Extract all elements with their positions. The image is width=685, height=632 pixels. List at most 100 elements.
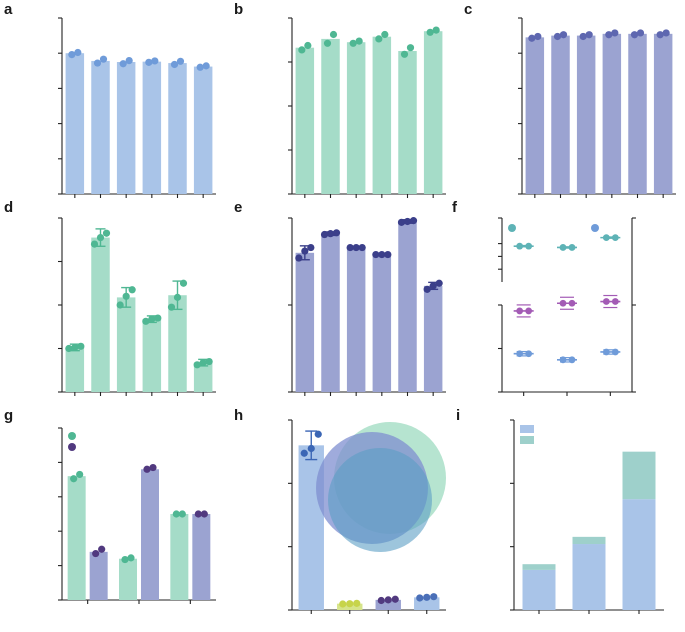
b-bar xyxy=(398,51,417,194)
c-bar xyxy=(628,33,647,195)
f-chart xyxy=(498,217,636,396)
a-chart xyxy=(58,17,216,198)
e-bar xyxy=(372,254,392,392)
g-data-point xyxy=(194,510,202,518)
g-chart xyxy=(58,427,216,604)
d-chart xyxy=(58,217,216,396)
i-bar xyxy=(522,569,556,610)
b-data-point xyxy=(323,39,332,47)
e-bar xyxy=(423,285,443,392)
g-data-point xyxy=(172,510,180,518)
f-data-point xyxy=(525,242,533,250)
c-data-point xyxy=(662,29,670,37)
g-bar xyxy=(192,514,211,600)
panel-label-h: h xyxy=(234,407,243,424)
d-data-point xyxy=(77,342,85,350)
d-bar xyxy=(91,237,110,392)
f-data-point xyxy=(568,356,576,364)
b-data-point xyxy=(375,35,383,43)
e-data-point xyxy=(429,282,437,290)
i-bar xyxy=(622,499,656,610)
c-bar xyxy=(653,33,673,195)
f-data-point xyxy=(516,242,524,250)
f-data-point xyxy=(559,299,567,307)
e-bar xyxy=(295,252,315,392)
a-data-point xyxy=(151,57,159,65)
panel-label-b: b xyxy=(234,1,243,18)
c-data-point xyxy=(636,29,645,37)
d-data-point xyxy=(128,286,136,294)
e-data-point xyxy=(295,254,303,262)
a-bar xyxy=(193,66,213,194)
f-data-point xyxy=(516,350,524,358)
d-data-point xyxy=(65,344,73,353)
e-data-point xyxy=(403,217,412,226)
d-data-point xyxy=(102,229,111,237)
c-data-point xyxy=(611,29,619,37)
b-data-point xyxy=(355,37,363,45)
c-data-point xyxy=(605,31,613,39)
i-bar xyxy=(572,544,606,610)
panel-label-a: a xyxy=(4,1,13,18)
a-data-point xyxy=(99,55,108,63)
d-data-point xyxy=(173,293,182,301)
h-bar xyxy=(375,599,401,610)
h-data-point xyxy=(423,593,431,601)
b-data-point xyxy=(329,30,338,39)
b-data-point xyxy=(349,39,357,47)
c-data-point xyxy=(579,32,587,41)
c-data-point xyxy=(656,31,664,39)
b-bar xyxy=(321,38,340,195)
a-data-point xyxy=(145,58,153,66)
c-data-point xyxy=(630,31,639,39)
d-bar xyxy=(116,297,136,392)
d-bar xyxy=(142,319,162,392)
c-data-point xyxy=(534,32,542,41)
d-data-point xyxy=(205,357,213,366)
h-data-point xyxy=(307,444,315,453)
g-data-point xyxy=(143,465,151,473)
a-bar xyxy=(65,53,85,195)
a-bar xyxy=(116,62,136,194)
panel-label-e: e xyxy=(234,199,242,216)
h-data-point xyxy=(314,430,322,438)
e-data-point xyxy=(320,230,329,239)
f-data-point xyxy=(559,244,567,251)
panel-label-c: c xyxy=(464,1,472,18)
b-chart xyxy=(288,17,446,198)
f-data-point xyxy=(568,299,576,307)
d-bar xyxy=(193,362,213,392)
b-data-point xyxy=(400,50,409,58)
g-legend-marker xyxy=(68,443,76,451)
b-bar xyxy=(372,36,392,195)
b-data-point xyxy=(298,46,306,54)
i-bar xyxy=(522,564,556,570)
f-data-point xyxy=(611,234,619,242)
e-data-point xyxy=(358,243,366,252)
g-data-point xyxy=(200,510,208,518)
i-legend-marker xyxy=(520,436,534,444)
g-bar xyxy=(119,558,137,600)
h-data-point xyxy=(384,596,392,604)
h-data-point xyxy=(391,595,399,603)
b-data-point xyxy=(432,26,440,34)
g-data-point xyxy=(76,470,84,479)
panel-label-d: d xyxy=(4,199,13,216)
g-data-point xyxy=(127,554,135,562)
h-chart xyxy=(288,419,446,614)
a-bar xyxy=(168,63,187,194)
c-data-point xyxy=(585,31,593,39)
h-data-point xyxy=(416,594,424,602)
a-data-point xyxy=(119,60,127,68)
c-bar xyxy=(576,35,596,194)
e-data-point xyxy=(435,279,443,287)
d-data-point xyxy=(122,292,130,300)
b-bar xyxy=(346,42,366,195)
a-data-point xyxy=(170,60,179,69)
g-data-point xyxy=(92,549,100,558)
b-data-point xyxy=(304,41,312,50)
d-bar xyxy=(65,347,85,392)
g-data-point xyxy=(149,463,157,472)
a-data-point xyxy=(125,56,133,65)
a-data-point xyxy=(68,51,76,59)
